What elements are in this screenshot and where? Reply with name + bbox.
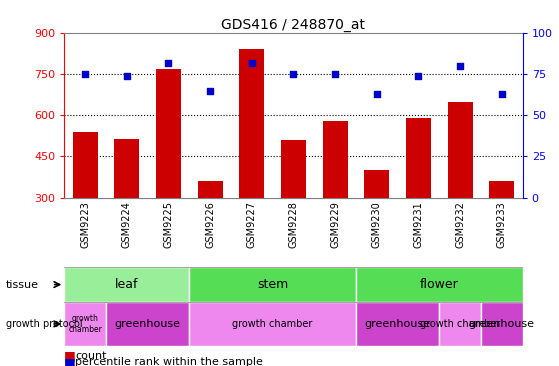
- Text: greenhouse: greenhouse: [115, 319, 181, 329]
- Text: growth protocol: growth protocol: [6, 319, 82, 329]
- Text: stem: stem: [257, 278, 288, 291]
- Bar: [489, 181, 514, 198]
- Text: GSM9226: GSM9226: [205, 201, 215, 248]
- Text: tissue: tissue: [6, 280, 39, 290]
- Point: [164, 60, 173, 66]
- Bar: [356, 267, 523, 302]
- Bar: [190, 302, 356, 346]
- Text: count: count: [75, 351, 107, 361]
- Text: GSM9223: GSM9223: [80, 201, 90, 248]
- Title: GDS416 / 248870_at: GDS416 / 248870_at: [221, 18, 366, 32]
- Text: GSM9232: GSM9232: [455, 201, 465, 248]
- Text: GSM9229: GSM9229: [330, 201, 340, 248]
- Text: growth chamber: growth chamber: [420, 319, 500, 329]
- Text: greenhouse: greenhouse: [364, 319, 430, 329]
- Text: ■: ■: [64, 356, 76, 366]
- Bar: [190, 267, 356, 302]
- Bar: [198, 181, 222, 198]
- Bar: [323, 121, 348, 198]
- Text: greenhouse: greenhouse: [469, 319, 535, 329]
- Text: GSM9233: GSM9233: [497, 201, 507, 248]
- Text: leaf: leaf: [115, 278, 139, 291]
- Bar: [481, 302, 523, 346]
- Text: growth chamber: growth chamber: [233, 319, 313, 329]
- Bar: [156, 69, 181, 198]
- Bar: [114, 139, 139, 198]
- Text: GSM9225: GSM9225: [163, 201, 173, 248]
- Text: GSM9224: GSM9224: [122, 201, 132, 248]
- Point: [331, 71, 340, 77]
- Point: [456, 63, 465, 69]
- Text: GSM9230: GSM9230: [372, 201, 382, 248]
- Point: [247, 60, 256, 66]
- Bar: [106, 302, 190, 346]
- Point: [122, 73, 131, 79]
- Text: GSM9228: GSM9228: [288, 201, 299, 248]
- Point: [289, 71, 298, 77]
- Text: GSM9231: GSM9231: [414, 201, 424, 248]
- Bar: [239, 49, 264, 198]
- Text: ■: ■: [64, 349, 76, 362]
- Bar: [64, 267, 190, 302]
- Bar: [356, 302, 439, 346]
- Bar: [364, 170, 389, 198]
- Bar: [406, 118, 431, 198]
- Text: flower: flower: [420, 278, 459, 291]
- Text: GSM9227: GSM9227: [247, 201, 257, 248]
- Bar: [281, 140, 306, 198]
- Point: [414, 73, 423, 79]
- Text: growth
chamber: growth chamber: [68, 314, 102, 334]
- Bar: [439, 302, 481, 346]
- Point: [372, 91, 381, 97]
- Point: [80, 71, 89, 77]
- Bar: [448, 101, 473, 198]
- Text: percentile rank within the sample: percentile rank within the sample: [75, 357, 263, 366]
- Bar: [73, 132, 98, 198]
- Bar: [64, 302, 106, 346]
- Point: [498, 91, 506, 97]
- Point: [206, 88, 215, 94]
